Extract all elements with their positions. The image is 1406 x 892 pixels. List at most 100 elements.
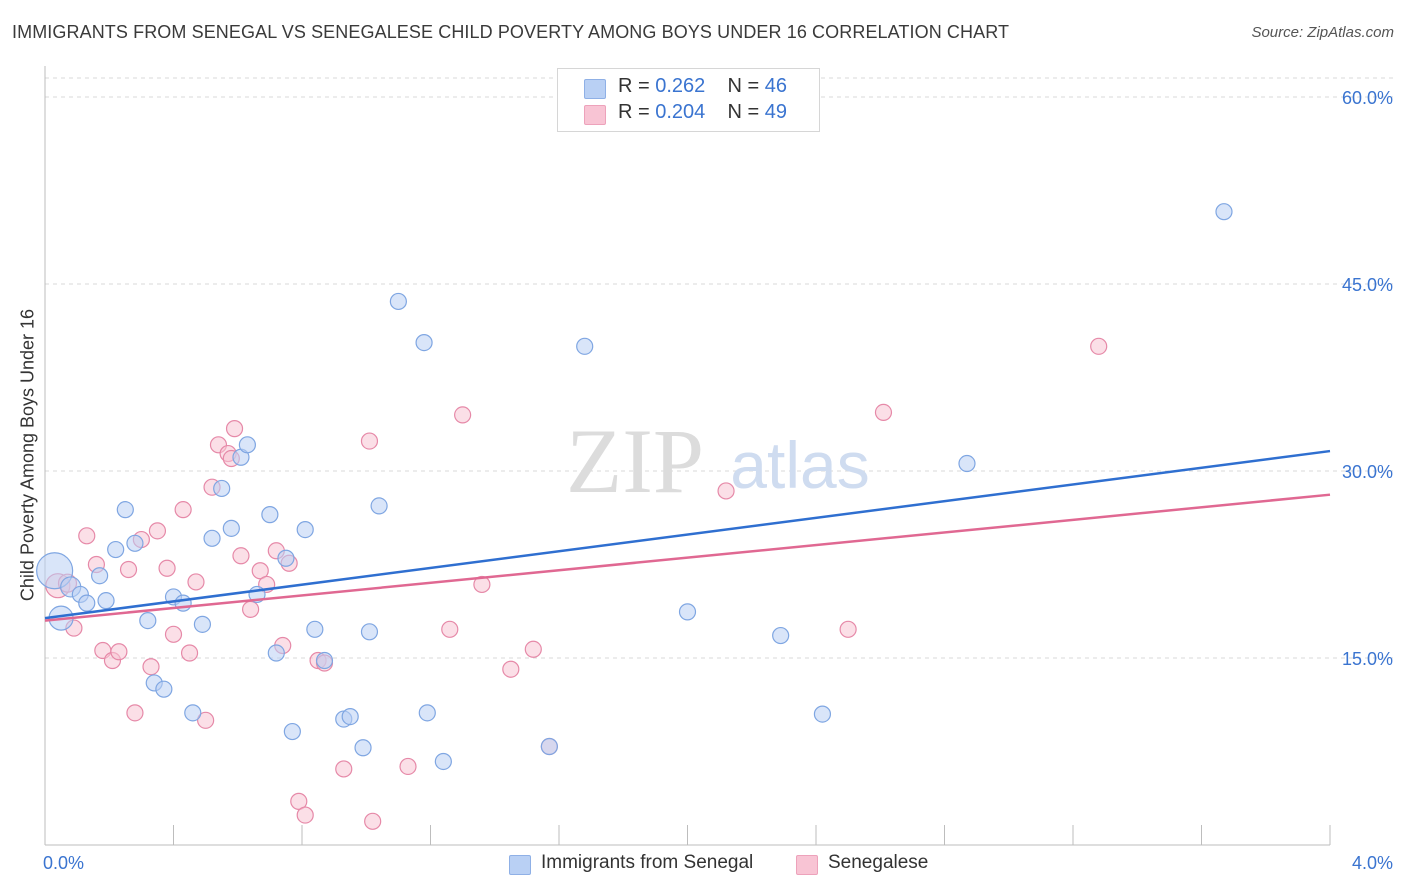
point-immigrants <box>678 603 697 621</box>
point-immigrants <box>213 479 231 498</box>
point-senegalese <box>110 643 128 661</box>
axes <box>44 66 1331 846</box>
point-immigrants <box>283 722 301 741</box>
point-immigrants <box>277 549 295 567</box>
watermark-atlas: atlas <box>730 428 869 502</box>
point-immigrants <box>576 337 594 355</box>
point-senegalese <box>717 482 735 500</box>
point-senegalese <box>441 620 459 638</box>
point-senegalese <box>174 501 192 519</box>
point-immigrants <box>107 540 125 559</box>
point-immigrants <box>91 567 109 585</box>
point-immigrants <box>222 519 240 537</box>
grid-lines <box>45 77 1395 659</box>
tick-labels: 15.0% 30.0% 45.0% 60.0% 0.0% 4.0% <box>43 88 1393 873</box>
legend-r-label: R = <box>618 75 650 97</box>
point-immigrants <box>434 752 452 771</box>
point-senegalese <box>399 757 417 776</box>
point-immigrants <box>341 707 359 726</box>
y-axis-label: Child Poverty Among Boys Under 16 <box>17 308 38 602</box>
bottom-legend-label-immigrants: Immigrants from Senegal <box>541 852 754 873</box>
point-immigrants <box>389 292 407 311</box>
point-immigrants <box>958 454 976 473</box>
point-immigrants <box>184 704 202 722</box>
point-immigrants <box>813 705 832 723</box>
point-senegalese <box>874 403 893 422</box>
point-immigrants <box>139 611 157 630</box>
point-immigrants <box>415 333 433 352</box>
point-immigrants <box>261 506 279 524</box>
point-immigrants <box>116 501 134 519</box>
point-senegalese <box>454 406 472 424</box>
point-immigrants <box>193 615 212 633</box>
point-immigrants <box>1215 203 1233 221</box>
point-senegalese <box>197 711 215 729</box>
trend-lines <box>44 449 1331 622</box>
source-credit: Source: ZipAtlas.com <box>1251 24 1394 41</box>
point-immigrants <box>370 497 388 515</box>
y-tick-label: 45.0% <box>1342 275 1393 295</box>
legend-r-label: R = <box>618 101 650 123</box>
legend-r-value-senegalese: 0.204 <box>655 101 706 123</box>
y-tick-label: 30.0% <box>1342 462 1393 482</box>
bottom-legend-label-senegalese: Senegalese <box>828 852 929 873</box>
point-senegalese <box>126 704 144 722</box>
point-senegalese <box>225 420 244 438</box>
stats-legend: R = 0.262 N = 46 R = 0.204 N = 49 <box>557 68 820 132</box>
point-senegalese <box>242 600 260 618</box>
point-immigrants <box>126 534 144 552</box>
y-tick-label: 15.0% <box>1342 649 1393 669</box>
point-senegalese <box>296 806 314 824</box>
point-immigrants <box>203 529 221 547</box>
x-tick-label-min: 0.0% <box>43 853 84 873</box>
point-senegalese <box>119 560 138 579</box>
point-senegalese <box>1090 337 1108 355</box>
point-senegalese <box>180 644 199 662</box>
x-tick-label-max: 4.0% <box>1352 853 1393 873</box>
point-senegalese <box>335 760 353 778</box>
point-senegalese <box>187 573 205 591</box>
point-senegalese <box>78 527 96 545</box>
point-senegalese <box>158 559 176 577</box>
point-immigrants <box>296 520 314 539</box>
bottom-legend-swatch-pink <box>796 855 818 875</box>
legend-n-value-senegalese: 49 <box>764 101 788 123</box>
trend-line-senegalese <box>44 493 1331 622</box>
watermark-zip: ZIP <box>566 410 704 512</box>
point-immigrants <box>772 626 790 645</box>
point-senegalese <box>360 432 379 450</box>
point-senegalese <box>502 660 520 678</box>
point-senegalese <box>839 620 857 638</box>
point-senegalese <box>232 547 250 565</box>
point-immigrants <box>540 737 558 756</box>
legend-swatch-pink <box>584 105 606 125</box>
point-immigrants <box>354 739 372 757</box>
point-senegalese <box>148 522 167 540</box>
series-immigrants-from-senegal-points <box>36 203 1233 771</box>
legend-n-label: N = <box>727 101 760 123</box>
point-immigrants <box>418 704 436 722</box>
watermark: ZIP atlas <box>566 410 870 512</box>
legend-r-value-immigrants: 0.262 <box>655 75 706 97</box>
point-senegalese <box>142 658 160 676</box>
y-tick-label: 60.0% <box>1342 88 1393 108</box>
point-immigrants <box>360 623 379 641</box>
point-senegalese <box>473 575 491 594</box>
point-senegalese <box>364 812 382 830</box>
point-immigrants <box>238 436 256 454</box>
point-senegalese <box>164 625 183 643</box>
point-immigrants <box>306 620 324 638</box>
bottom-legend-swatch-blue <box>509 855 531 875</box>
point-immigrants <box>155 680 173 698</box>
trend-line-immigrants <box>44 449 1331 620</box>
legend-n-label: N = <box>727 75 760 97</box>
point-senegalese <box>524 640 542 658</box>
point-immigrants <box>78 594 96 612</box>
point-immigrants <box>315 651 334 670</box>
point-immigrants <box>267 644 285 662</box>
chart-title: IMMIGRANTS FROM SENEGAL VS SENEGALESE CH… <box>12 22 1010 42</box>
legend-n-value-immigrants: 46 <box>764 75 788 97</box>
legend-swatch-blue <box>584 79 606 99</box>
point-immigrants <box>97 592 115 610</box>
